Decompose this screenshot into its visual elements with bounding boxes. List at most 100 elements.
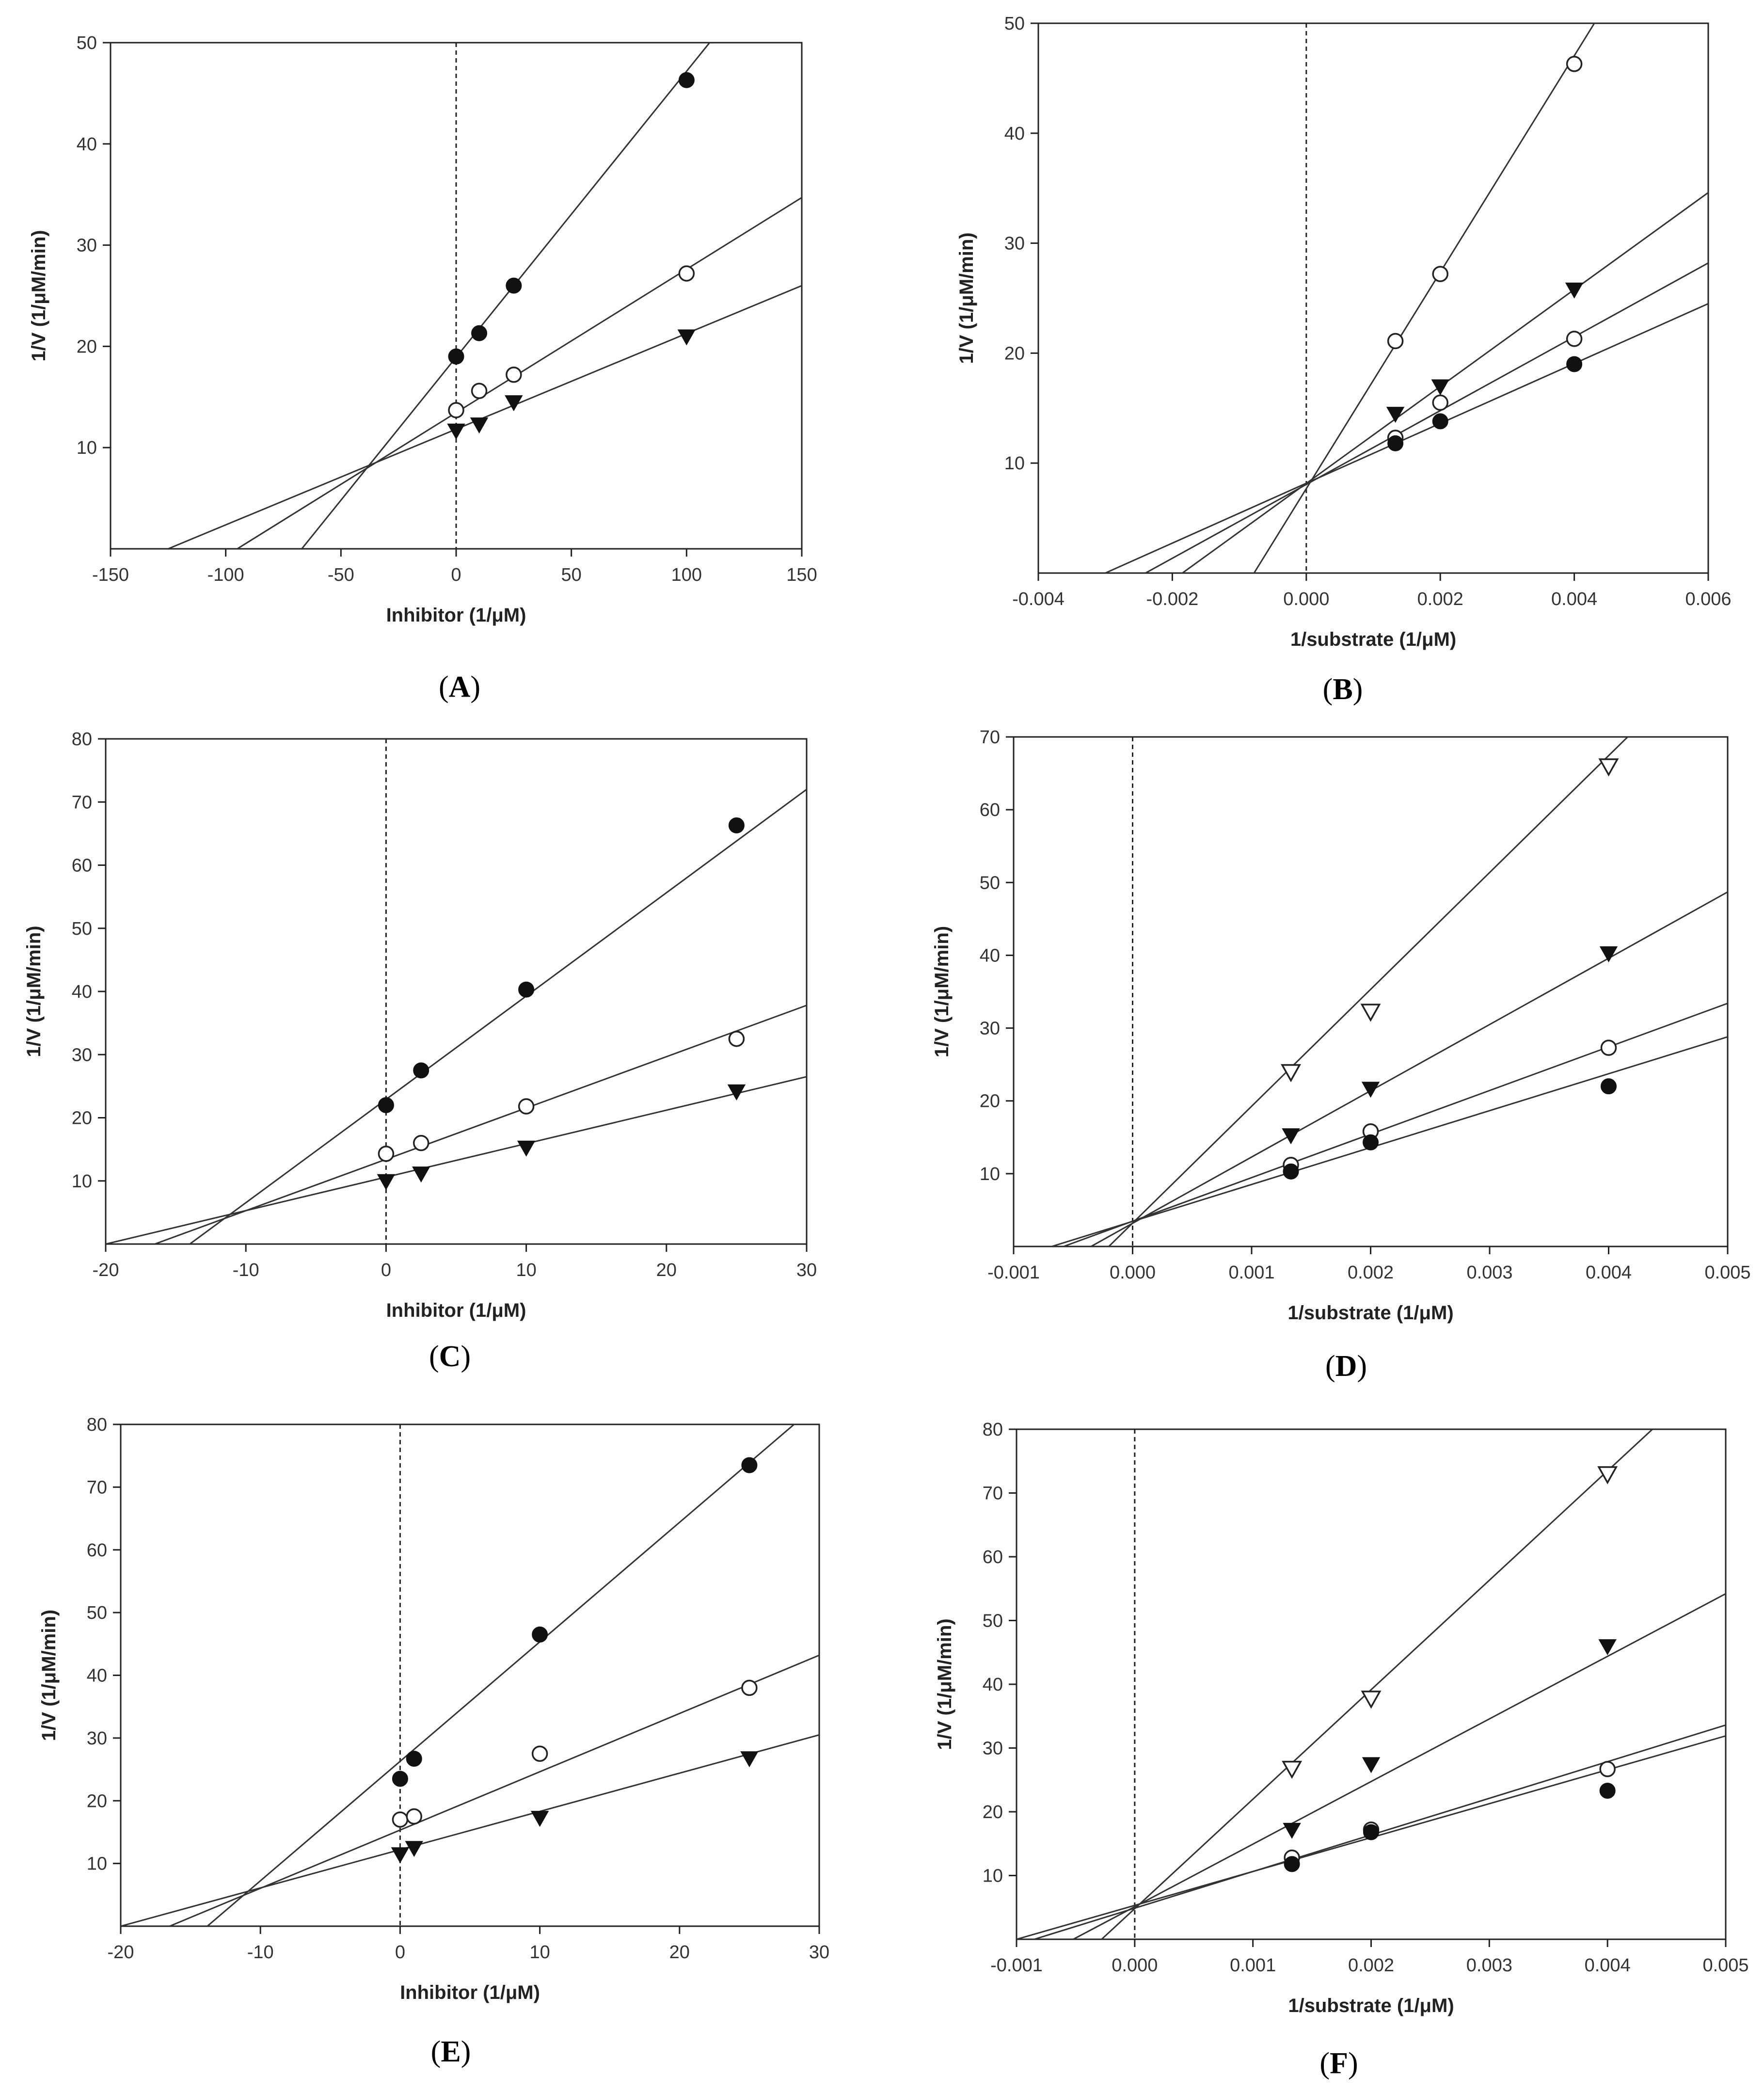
fit-line-a-1 [301,43,711,549]
x-tick-label-d: 0.004 [1586,1262,1632,1283]
x-axis-label-a: Inhibitor (1/μM) [386,605,526,626]
plot-frame-b [1037,22,1709,574]
data-point-e-1 [392,1771,408,1787]
y-tick-label-a: 10 [77,438,97,458]
data-point-a-3 [470,417,489,434]
y-tick-label-f: 40 [983,1675,1003,1695]
fit-line-c-2 [154,1005,807,1244]
chart-panel-c: -20 -10 0 10 20 30 10 20 30 40 50 60 70 80 Inhibitor (… [23,729,817,1373]
data-point-c-2 [378,1145,395,1162]
data-point-f-1 [1282,1760,1303,1779]
y-tick-label-d: 20 [980,1091,1000,1112]
x-axis-label-f: 1/substrate (1/μM) [1288,1995,1454,2016]
data-point-c-2 [413,1134,429,1151]
plot-frame-f [1016,1428,1727,1940]
y-tick-label-e: 20 [87,1791,107,1811]
x-tick-label-d: 0.002 [1348,1262,1394,1283]
x-tick-label-b: -0.002 [1146,589,1199,609]
x-axis-label-e: Inhibitor (1/μM) [400,1982,540,2003]
data-point-b-3 [1566,331,1583,347]
data-point-c-1 [378,1097,394,1113]
panel-label-c: (C) [429,1340,471,1373]
y-tick-label-c: 60 [72,856,92,876]
data-point-f-2 [1283,1822,1301,1839]
data-point-f-4 [1599,1783,1616,1799]
y-tick-label-a: 40 [77,134,97,155]
data-point-c-3 [517,1140,536,1157]
y-tick-label-f: 20 [983,1802,1003,1822]
y-tick-label-d: 40 [980,945,1000,966]
x-tick-label-d: 0.003 [1466,1262,1512,1283]
x-tick-label-b: -0.004 [1012,589,1065,609]
x-tick-label-a: -150 [92,565,129,585]
data-point-b-1 [1387,333,1404,350]
x-tick-label-c: 10 [516,1260,536,1280]
y-tick-label-a: 50 [77,33,97,53]
y-tick-label-b: 10 [1004,453,1025,474]
fit-line-b-4 [1105,303,1708,573]
y-tick-label-d: 30 [980,1019,1000,1039]
x-tick-label-f: 0.003 [1466,1955,1512,1976]
data-point-d-2 [1361,1082,1380,1098]
y-tick-label-b: 30 [1004,234,1025,254]
data-point-b-1 [1566,56,1583,72]
y-tick-label-c: 40 [72,982,92,1002]
data-point-a-2 [506,367,522,383]
data-point-c-3 [377,1174,396,1190]
data-point-d-4 [1363,1134,1379,1150]
fit-line-d-1 [1108,737,1628,1246]
x-axis-label-c: Inhibitor (1/μM) [386,1300,526,1321]
chart-panel-f: -0.001 0.000 0.001 0.002 0.003 0.004 0.005 10 20… [934,1420,1749,2080]
y-tick-label-f: 10 [983,1866,1003,1886]
data-point-c-3 [727,1084,746,1101]
y-tick-label-d: 70 [980,727,1000,748]
data-point-f-2 [1362,1757,1381,1773]
panel-label-b: (B) [1323,673,1363,706]
fit-line-f-2 [1073,1593,1726,1939]
data-point-f-2 [1598,1639,1617,1656]
y-tick-label-b: 20 [1004,343,1025,364]
x-tick-label-a: -50 [328,565,354,585]
data-point-b-3 [1432,394,1448,411]
data-point-f-3 [1599,1761,1616,1777]
data-point-e-3 [391,1847,410,1864]
y-tick-label-f: 50 [983,1611,1003,1631]
fit-line-f-1 [1101,1429,1653,1939]
data-point-e-3 [740,1751,759,1768]
panel-label-e: (E) [431,2035,471,2068]
x-tick-label-b: 0.002 [1417,589,1463,609]
data-point-d-4 [1283,1163,1299,1180]
x-tick-label-c: 0 [381,1260,391,1280]
chart-panel-e: -20 -10 0 10 20 30 10 20 30 40 50 60 70 80 Inhibitor (… [38,1415,829,2068]
data-point-c-3 [412,1166,430,1183]
y-tick-label-b: 50 [1004,14,1025,34]
y-tick-label-a: 20 [77,336,97,357]
x-tick-label-d: 0.000 [1110,1262,1156,1283]
fit-line-d-4 [1051,1036,1728,1246]
fit-line-d-2 [1090,891,1728,1246]
fit-line-c-1 [189,788,807,1244]
y-tick-label-a: 30 [77,236,97,256]
data-point-e-2 [392,1811,409,1828]
data-point-d-3 [1600,1039,1617,1056]
data-point-b-2 [1431,379,1449,396]
x-tick-label-f: -0.001 [990,1955,1043,1976]
data-point-b-1 [1432,266,1448,282]
y-tick-label-f: 30 [983,1739,1003,1759]
x-tick-label-a: 50 [561,565,582,585]
x-tick-label-c: -10 [233,1260,259,1280]
x-tick-label-c: 30 [796,1260,817,1280]
data-point-a-1 [471,325,488,341]
y-axis-label-b: 1/V (1/μM/min) [956,232,977,364]
data-point-e-1 [406,1751,422,1767]
x-tick-label-b: 0.004 [1551,589,1597,609]
fit-line-e-3 [121,1734,819,1926]
x-tick-label-a: 100 [671,565,702,585]
data-point-b-2 [1386,407,1405,423]
x-tick-label-f: 0.002 [1348,1955,1394,1976]
x-tick-label-f: 0.001 [1230,1955,1276,1976]
x-tick-label-c: -20 [93,1260,119,1280]
data-point-e-3 [405,1841,423,1857]
data-point-e-3 [530,1811,549,1827]
